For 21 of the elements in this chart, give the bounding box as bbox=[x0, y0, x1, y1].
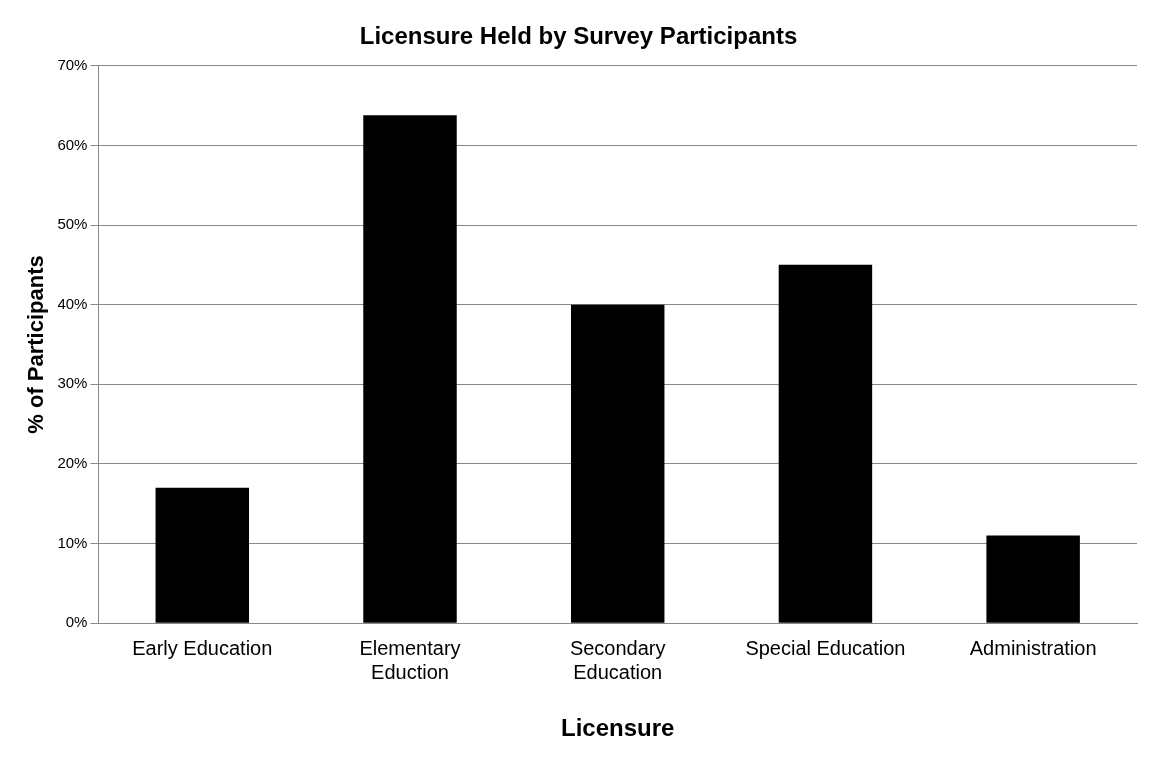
y-tick-label: 0% bbox=[65, 613, 88, 631]
x-tick-label: Early Education bbox=[132, 636, 273, 659]
bar bbox=[570, 304, 665, 623]
x-tick-label: Administration bbox=[969, 636, 1097, 659]
bar bbox=[155, 487, 250, 623]
bar bbox=[778, 264, 873, 623]
y-tick-label: 50% bbox=[57, 215, 88, 233]
y-tick-label: 30% bbox=[57, 374, 88, 392]
y-tick-label: 20% bbox=[57, 454, 88, 472]
y-tick-label: 70% bbox=[57, 55, 88, 73]
x-tick-label: Secondary Education bbox=[569, 636, 666, 683]
chart-title: Licensure Held by Survey Participants bbox=[359, 22, 798, 50]
y-tick-label: 40% bbox=[57, 294, 88, 312]
bar bbox=[986, 535, 1080, 623]
x-axis-title: Licensure bbox=[561, 714, 675, 742]
y-axis-title: % of Participants bbox=[23, 255, 49, 434]
x-tick-label: Special Education bbox=[745, 636, 906, 659]
bar bbox=[363, 115, 457, 623]
y-tick-label: 60% bbox=[57, 135, 88, 153]
y-tick-label: 10% bbox=[57, 533, 88, 551]
x-tick-label: Elementary Eduction bbox=[359, 636, 461, 683]
